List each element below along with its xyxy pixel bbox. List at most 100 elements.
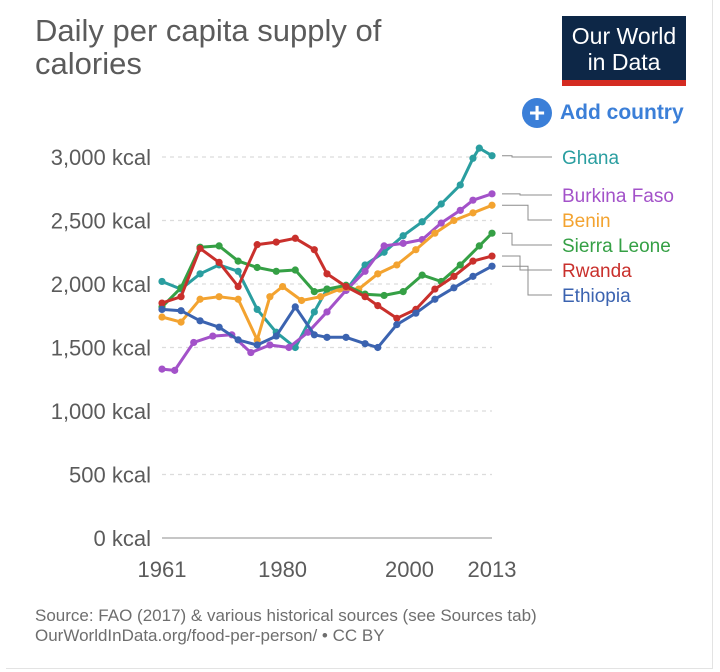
data-point (456, 261, 464, 269)
data-point (418, 218, 426, 226)
data-point (310, 288, 318, 296)
data-point (215, 323, 223, 331)
data-point (431, 229, 439, 237)
data-point (469, 209, 477, 217)
data-point (450, 284, 458, 292)
legend-connector (502, 265, 552, 296)
x-tick-label: 2013 (468, 557, 517, 582)
data-point (158, 299, 166, 307)
data-point (450, 216, 458, 225)
data-point (158, 365, 166, 373)
data-point (266, 341, 274, 349)
legend-label: Benin (562, 211, 611, 232)
data-point (342, 282, 350, 291)
y-tick-label: 500 kcal (69, 463, 151, 488)
data-point (291, 303, 299, 311)
data-point (374, 270, 382, 278)
data-point (488, 262, 496, 270)
data-point (323, 308, 331, 316)
chart-title: Daily per capita supply of calories (35, 13, 382, 81)
data-point (272, 238, 280, 246)
y-tick-label: 3,000 kcal (51, 145, 151, 170)
source-note: Source: FAO (2017) & various historical … (35, 606, 537, 646)
data-point (374, 343, 382, 352)
data-point (469, 196, 477, 204)
data-point (285, 343, 293, 352)
data-point (380, 242, 388, 250)
data-point (171, 366, 179, 374)
data-point (234, 282, 242, 291)
data-point (209, 332, 217, 340)
y-tick-label: 2,500 kcal (51, 209, 151, 234)
data-point (266, 293, 274, 301)
legend-label: Ethiopia (562, 286, 631, 307)
data-point (253, 336, 261, 344)
data-point (310, 246, 318, 254)
y-tick-label: 2,000 kcal (51, 272, 151, 297)
data-point (247, 348, 255, 357)
data-point (323, 333, 331, 341)
legend-label: Sierra Leone (562, 236, 671, 257)
data-point (158, 313, 166, 321)
data-point (234, 267, 242, 275)
y-tick-label: 1,500 kcal (51, 336, 151, 361)
data-point (272, 267, 280, 275)
data-point (469, 272, 477, 280)
owid-logo[interactable]: Our World in Data (562, 16, 686, 86)
data-point (456, 181, 464, 189)
data-point (469, 257, 477, 265)
data-point (196, 317, 204, 325)
legend-label: Burkina Faso (562, 186, 674, 207)
data-point (196, 270, 204, 278)
data-point (393, 314, 401, 322)
data-point (488, 229, 496, 237)
data-point (380, 291, 388, 300)
source-line-1: Source: FAO (2017) & various historical … (35, 606, 537, 625)
data-point (450, 272, 458, 280)
axis-layer: 0 kcal 500 kcal 1,000 kcal 1,500 kcal 2,000 … (51, 145, 517, 582)
data-point (488, 201, 496, 209)
data-point (361, 340, 369, 348)
legend-connector (502, 255, 552, 271)
x-tick-label: 2000 (385, 557, 434, 582)
series-layer (158, 144, 496, 374)
data-point (177, 318, 185, 326)
data-point (177, 307, 185, 315)
data-point (215, 258, 223, 267)
legend-label: Ghana (562, 148, 619, 169)
x-tick-label: 1980 (258, 557, 307, 582)
data-point (215, 293, 223, 301)
data-point (488, 252, 496, 260)
data-point (412, 246, 420, 254)
logo-line-2: in Data (587, 49, 661, 75)
source-line-2[interactable]: OurWorldInData.org/food-per-person/ • CC… (35, 626, 385, 645)
data-point (234, 257, 242, 265)
add-country-button[interactable]: + Add country (522, 98, 684, 128)
y-tick-label: 1,000 kcal (51, 399, 151, 424)
legend-label: Rwanda (562, 261, 632, 282)
data-point (177, 293, 185, 301)
data-point (431, 295, 439, 303)
data-point (253, 341, 261, 349)
data-point (399, 288, 407, 296)
chart-card (6, 0, 713, 669)
data-point (317, 293, 325, 301)
data-point (234, 295, 242, 303)
data-point (374, 301, 382, 310)
data-point (393, 261, 401, 269)
data-point (437, 219, 445, 227)
data-point (431, 285, 439, 293)
plus-circle-icon: + (522, 98, 552, 128)
data-point (399, 232, 407, 240)
data-point (310, 308, 318, 316)
data-point (412, 309, 420, 317)
data-point (323, 270, 331, 278)
legend-connector (502, 232, 552, 246)
data-point (418, 271, 426, 279)
data-point (488, 152, 496, 160)
data-point (310, 331, 318, 339)
data-point (291, 266, 299, 274)
data-point (475, 242, 483, 250)
legend-connector (502, 155, 552, 158)
legend-layer: Ghana Burkina Faso Benin Sierra Leone Rwanda… (502, 148, 674, 307)
